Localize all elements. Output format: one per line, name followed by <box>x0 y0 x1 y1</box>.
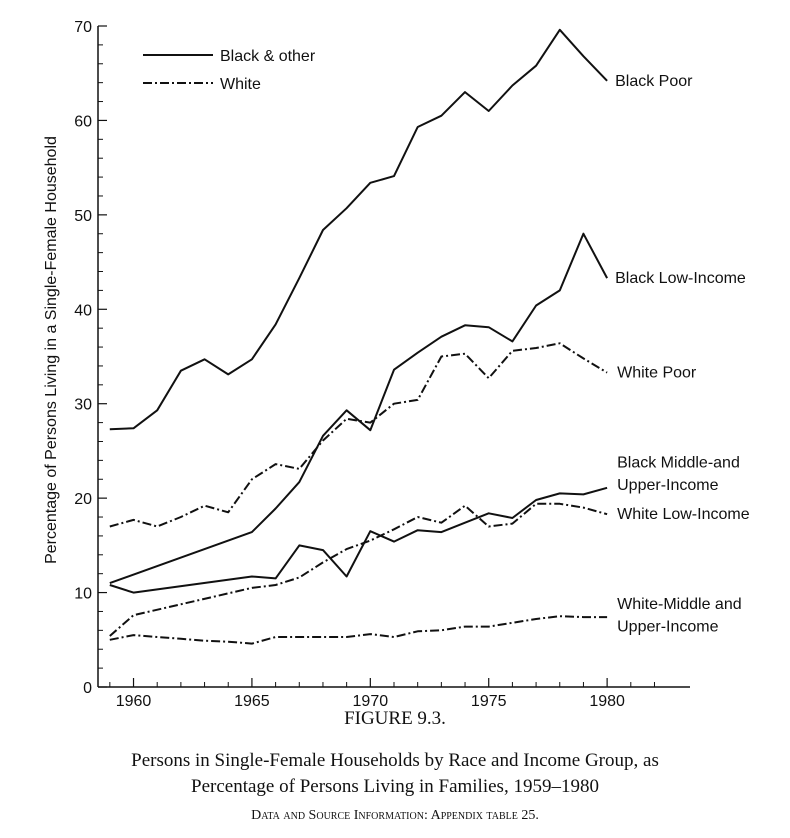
x-tick-label-1980: 1980 <box>589 693 625 710</box>
series-label-white-poor: White Poor <box>617 365 697 382</box>
chart-area: 0 10 20 30 40 50 60 70 1960 1965 1970 1975 1980 Blac… <box>43 19 750 710</box>
series-label-black-middle-and-upper-income: Black Middle-and Upper-Income <box>617 454 740 494</box>
series-lines <box>109 28 608 645</box>
tick-marks: 0 10 20 30 40 50 60 70 1960 1965 1970 1975 1980 <box>74 19 655 710</box>
figure-title-line-1: Persons in Single-Female Households by R… <box>131 750 659 771</box>
series-label-line: Upper-Income <box>617 477 718 494</box>
y-tick-label-10: 10 <box>74 586 92 603</box>
y-tick-label-0: 0 <box>83 680 92 697</box>
series-label-line: Black Low-Income <box>615 270 746 287</box>
y-tick-label-70: 70 <box>74 19 92 36</box>
series-label-black-poor: Black Poor <box>615 73 693 90</box>
y-tick-label-20: 20 <box>74 491 92 508</box>
series-label-line: White-Middle and <box>617 596 742 613</box>
series-label-line: White Low-Income <box>617 506 750 523</box>
x-tick-label-1960: 1960 <box>116 693 152 710</box>
y-tick-label-50: 50 <box>74 208 92 225</box>
x-tick-label-1965: 1965 <box>234 693 270 710</box>
x-tick-label-1970: 1970 <box>353 693 389 710</box>
y-axis-label: Percentage of Persons Living in a Single… <box>43 136 60 564</box>
axes <box>97 26 690 688</box>
series-label-line: Black Poor <box>615 73 693 90</box>
series-label-line: White Poor <box>617 365 697 382</box>
x-tick-label-1975: 1975 <box>471 693 507 710</box>
series-line-white-low-income <box>109 502 608 637</box>
series-line-black-low-income <box>109 232 608 585</box>
figure-title: Persons in Single-Female Households by R… <box>0 748 790 800</box>
figure-number: FIGURE 9.3. <box>344 708 446 729</box>
series-label-line: Upper-Income <box>617 619 718 636</box>
series-line-black-poor <box>109 28 608 431</box>
figure-title-line-2: Percentage of Persons Living in Families… <box>191 776 599 797</box>
figure-source: Data and Source Information: Appendix ta… <box>251 808 539 823</box>
series-labels: Black Poor Black Low-Income White Poor Blac… <box>615 73 750 636</box>
y-tick-label-30: 30 <box>74 397 92 414</box>
series-label-line: Black Middle-and <box>617 454 740 471</box>
series-line-white-poor <box>109 342 608 528</box>
series-label-black-low-income: Black Low-Income <box>615 270 746 287</box>
series-label-white-low-income: White Low-Income <box>617 506 750 523</box>
series-line-white-middle-and-upper-income <box>109 615 608 645</box>
series-line-black-middle-and-upper-income <box>109 486 608 594</box>
series-label-white-middle-and-upper-income: White-Middle and Upper-Income <box>617 596 742 636</box>
y-tick-label-60: 60 <box>74 113 92 130</box>
legend-label-dashdot: White <box>220 76 261 93</box>
y-tick-label-40: 40 <box>74 302 92 319</box>
legend: Black & other White <box>143 48 316 93</box>
legend-label-solid: Black & other <box>220 48 316 65</box>
